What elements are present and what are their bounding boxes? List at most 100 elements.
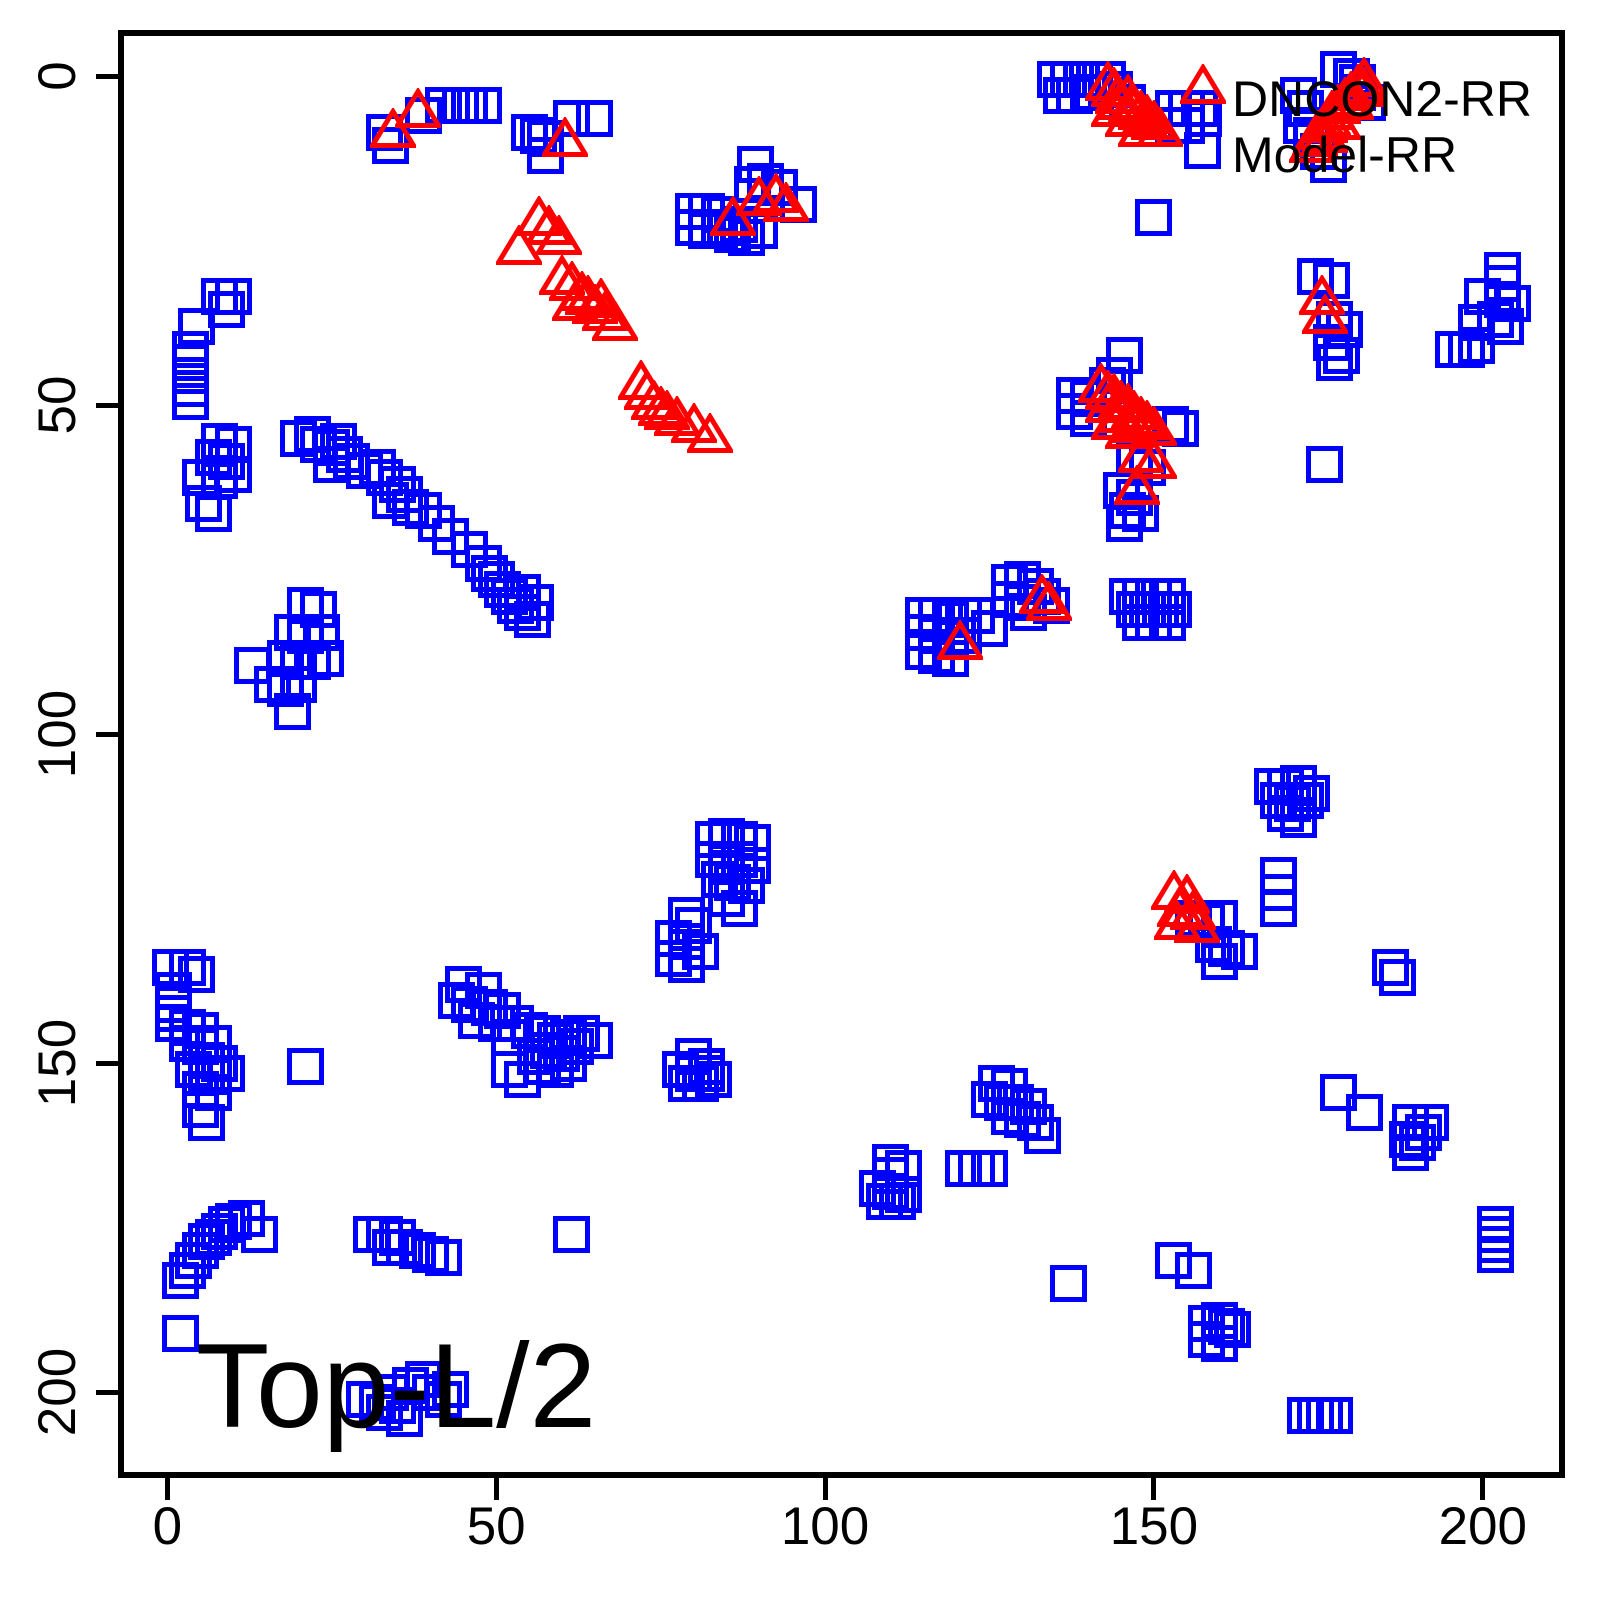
model-rr-point	[155, 1005, 193, 1043]
model-rr-point	[398, 1232, 436, 1270]
dncon2-rr-point	[581, 291, 628, 332]
model-rr-point	[273, 692, 311, 730]
dncon2-rr-point	[936, 620, 983, 661]
model-rr-point	[1280, 801, 1318, 839]
model-rr-point	[1109, 491, 1147, 529]
model-rr-point	[497, 1005, 535, 1043]
model-rr-point	[185, 485, 222, 523]
x-axis-tick-label: 150	[1109, 1497, 1199, 1556]
y-axis-tick	[96, 73, 118, 79]
model-rr-point	[707, 817, 745, 855]
x-axis-tick-label: 0	[152, 1497, 183, 1556]
model-rr-point	[319, 422, 357, 460]
dncon2-rr-points-layer	[118, 30, 1565, 1478]
model-rr-point	[1260, 890, 1298, 928]
model-rr-point	[214, 278, 252, 316]
model-rr-point	[175, 1242, 213, 1280]
dncon2-rr-point	[644, 389, 691, 430]
model-rr-point	[1484, 281, 1522, 319]
dncon2-rr-point	[535, 215, 582, 256]
dncon2-rr-point	[1157, 886, 1204, 927]
x-axis-tick-label: 50	[466, 1497, 526, 1556]
model-rr-point	[510, 1011, 548, 1049]
model-rr-point	[1322, 337, 1360, 375]
model-rr-point	[254, 666, 292, 704]
model-rr-point	[234, 646, 272, 684]
dncon2-rr-point	[1130, 439, 1177, 480]
model-rr-point	[721, 821, 759, 859]
y-axis-tick-label: 100	[28, 690, 87, 779]
model-rr-point	[181, 1232, 219, 1270]
model-rr-point	[201, 1212, 239, 1250]
model-rr-point	[293, 416, 331, 454]
model-rr-point	[990, 1097, 1028, 1135]
x-axis-tick-label: 100	[780, 1497, 870, 1556]
model-rr-point	[1266, 794, 1304, 832]
dncon2-rr-point	[496, 225, 543, 266]
model-rr-point	[1316, 1396, 1354, 1434]
dncon2-rr-point	[1301, 113, 1348, 154]
model-rr-point	[1319, 1074, 1357, 1112]
model-rr-point	[655, 939, 693, 977]
dncon2-rr-point	[578, 277, 625, 318]
model-rr-point	[1306, 445, 1344, 483]
dncon2-rr-point	[1104, 409, 1151, 450]
model-rr-point	[280, 666, 318, 704]
model-rr-point	[694, 840, 732, 878]
model-rr-point	[668, 896, 706, 934]
y-axis-tick	[96, 1389, 118, 1395]
model-rr-point	[286, 1048, 324, 1086]
model-rr-point	[1207, 929, 1245, 967]
legend-label-dncon2: DNCON2-RR	[1232, 71, 1532, 127]
model-rr-point	[550, 1044, 588, 1082]
model-rr-point	[1155, 1242, 1193, 1280]
model-rr-point	[553, 1215, 591, 1253]
model-rr-point	[425, 1239, 463, 1276]
model-rr-point	[1405, 1113, 1443, 1151]
model-rr-point	[431, 518, 469, 556]
model-rr-point	[1345, 1094, 1383, 1132]
model-rr-point	[1201, 942, 1239, 980]
model-rr-point	[405, 491, 443, 529]
model-rr-point	[1293, 774, 1331, 812]
x-axis-tick	[164, 1478, 170, 1500]
model-rr-point	[701, 860, 739, 898]
model-rr-point	[1447, 330, 1485, 368]
model-rr-point	[970, 1150, 1008, 1188]
y-axis-tick	[96, 1060, 118, 1066]
y-axis-tick-label: 150	[28, 1019, 87, 1108]
model-rr-point	[1220, 932, 1258, 970]
model-rr-point	[1477, 301, 1515, 339]
model-rr-point	[214, 1202, 252, 1240]
model-rr-point	[411, 1235, 449, 1273]
model-rr-point	[451, 531, 489, 569]
dncon2-rr-point	[736, 175, 783, 216]
model-rr-point	[1049, 1265, 1087, 1303]
model-rr-point	[905, 633, 943, 671]
model-rr-point	[694, 821, 732, 859]
dncon2-rr-point	[548, 261, 595, 302]
model-rr-point	[1477, 1235, 1515, 1273]
model-rr-point	[1313, 324, 1350, 362]
model-rr-point	[668, 946, 706, 984]
legend-square-icon	[1184, 132, 1221, 169]
dncon2-rr-point	[1114, 465, 1161, 506]
model-rr-point	[267, 669, 305, 707]
model-rr-point	[1286, 781, 1324, 819]
model-rr-point	[1135, 199, 1173, 237]
dncon2-rr-point	[1117, 106, 1164, 147]
dncon2-rr-point	[762, 182, 809, 223]
model-rr-point	[1457, 327, 1495, 365]
dncon2-rr-point	[1173, 903, 1220, 944]
model-rr-point	[707, 880, 745, 918]
y-axis-tick	[96, 402, 118, 408]
model-rr-point	[721, 840, 759, 878]
model-rr-point	[1148, 603, 1186, 641]
model-rr-point	[1017, 1104, 1055, 1142]
model-rr-point	[405, 1360, 443, 1398]
model-rr-point	[1398, 1123, 1436, 1161]
model-rr-point	[1316, 343, 1354, 381]
model-rr-point	[306, 640, 344, 678]
model-rr-point	[171, 383, 209, 421]
model-rr-point	[178, 307, 216, 345]
